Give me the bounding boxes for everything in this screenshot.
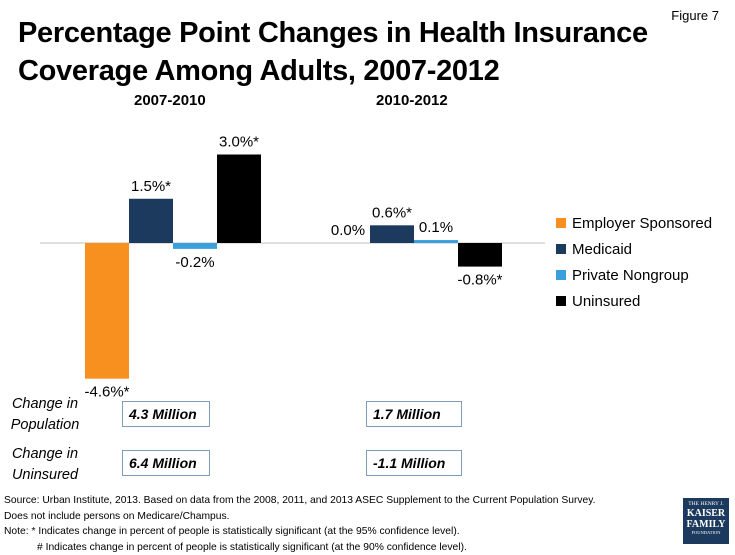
change-population-label-line-1: Change in (2, 394, 88, 415)
uninsured-change-2010-2012: -1.1 Million (366, 450, 462, 476)
legend-swatch-uninsured (556, 296, 566, 306)
legend-label-medicaid: Medicaid (572, 241, 632, 258)
population-change-2007-2010: 4.3 Million (122, 401, 210, 427)
legend-item-medicaid: Medicaid (556, 236, 712, 262)
bar-uninsured-2007-2010 (217, 155, 261, 244)
legend-swatch-employer (556, 218, 566, 228)
data-label-employer-sponsored-2007-2010: -4.6%* (84, 384, 129, 401)
change-uninsured-label: Change in Uninsured (2, 444, 88, 486)
change-population-label: Change in Population (2, 394, 88, 436)
note-line-1: Note: * Indicates change in percent of p… (4, 524, 664, 540)
uninsured-change-2007-2010: 6.4 Million (122, 450, 210, 476)
bar-medicaid-2007-2010 (129, 199, 173, 243)
population-change-2010-2012: 1.7 Million (366, 401, 462, 427)
kaiser-family-foundation-logo: THE HENRY J. KAISER FAMILY FOUNDATION (683, 498, 729, 544)
source-note: Source: Urban Institute, 2013. Based on … (4, 493, 664, 555)
data-label-uninsured-2007-2010: 3.0%* (219, 134, 259, 151)
logo-line-1: THE HENRY J. (683, 501, 729, 508)
logo-line-2: KAISER (683, 508, 729, 519)
source-line-1: Source: Urban Institute, 2013. Based on … (4, 493, 664, 509)
legend-item-private: Private Nongroup (556, 262, 712, 288)
legend-label-private: Private Nongroup (572, 267, 689, 284)
legend-item-employer: Employer Sponsored (556, 210, 712, 236)
bar-private-nongroup-2007-2010 (173, 243, 217, 249)
source-line-2: Does not include persons on Medicare/Cha… (4, 509, 664, 525)
data-label-private-nongroup-2010-2012: 0.1% (419, 219, 453, 236)
data-label-medicaid-2010-2012: 0.6%* (372, 204, 412, 221)
change-population-label-line-2: Population (2, 415, 88, 436)
change-uninsured-label-line-1: Change in (2, 444, 88, 465)
legend-label-employer: Employer Sponsored (572, 215, 712, 232)
bar-employer-sponsored-2007-2010 (85, 243, 129, 379)
chart-legend: Employer Sponsored Medicaid Private Nong… (556, 210, 712, 314)
data-label-medicaid-2007-2010: 1.5%* (131, 178, 171, 195)
logo-line-3: FAMILY (683, 519, 729, 530)
change-uninsured-label-line-2: Uninsured (2, 465, 88, 486)
logo-line-4: FOUNDATION (683, 530, 729, 536)
data-label-employer-sponsored-2010-2012: 0.0% (331, 222, 365, 239)
data-label-private-nongroup-2007-2010: -0.2% (175, 254, 214, 271)
note-line-2: # Indicates change in percent of people … (4, 540, 664, 555)
legend-label-uninsured: Uninsured (572, 293, 640, 310)
legend-swatch-private (556, 270, 566, 280)
data-label-uninsured-2010-2012: -0.8%* (457, 272, 502, 289)
bar-medicaid-2010-2012 (370, 225, 414, 243)
bar-uninsured-2010-2012 (458, 243, 502, 267)
legend-swatch-medicaid (556, 244, 566, 254)
bar-private-nongroup-2010-2012 (414, 240, 458, 243)
legend-item-uninsured: Uninsured (556, 288, 712, 314)
